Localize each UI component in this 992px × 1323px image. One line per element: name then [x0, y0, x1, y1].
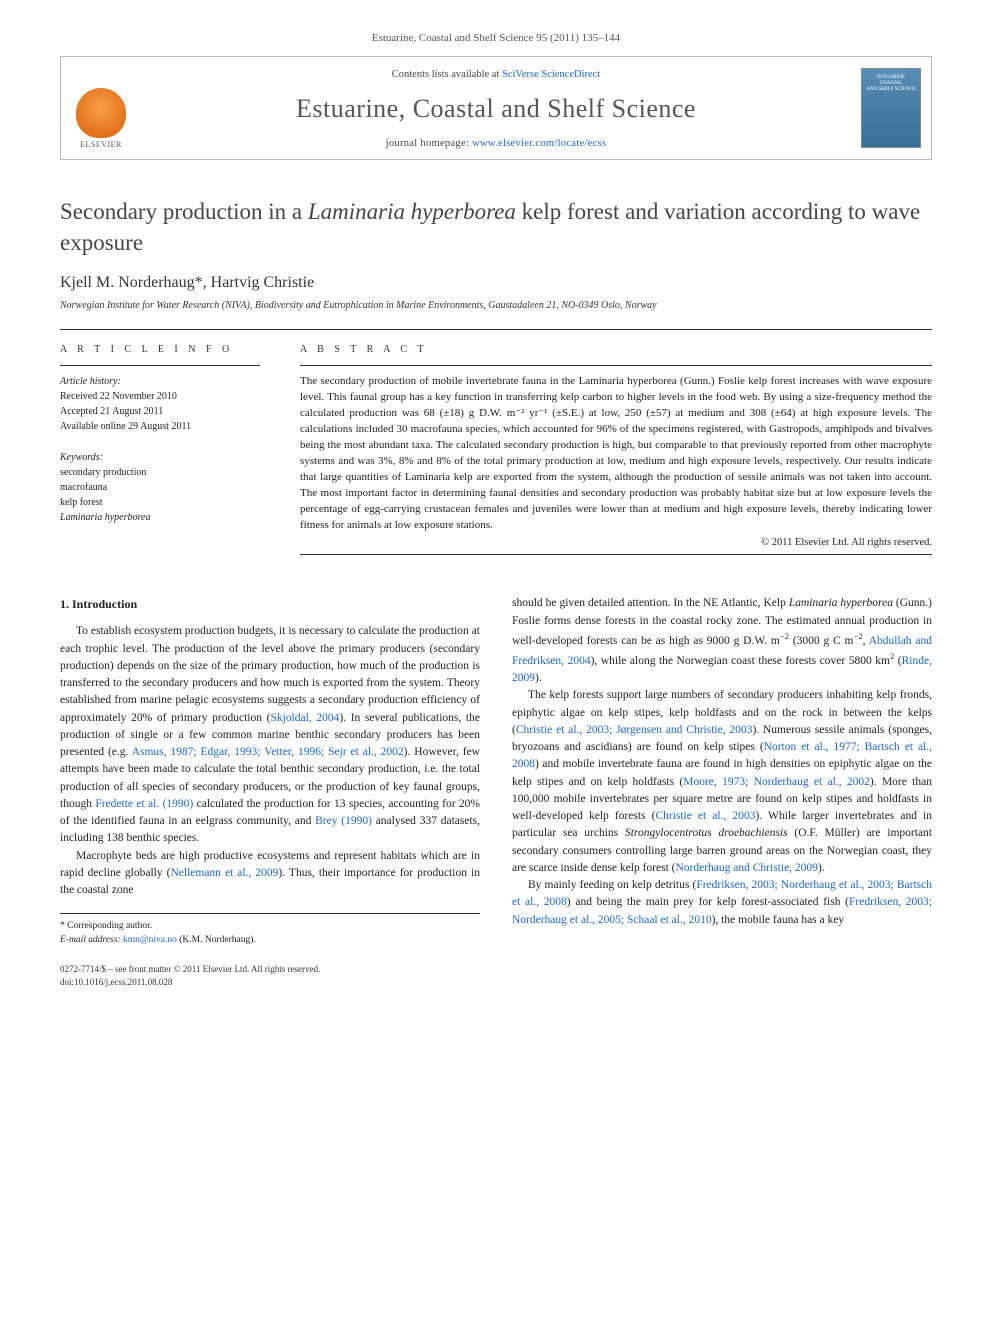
- paragraph: By mainly feeding on kelp detritus (Fred…: [512, 877, 932, 929]
- article-title: Secondary production in a Laminaria hype…: [60, 196, 932, 258]
- email-line: E-mail address: kmn@niva.no (K.M. Norder…: [60, 934, 480, 947]
- elsevier-logo: ELSEVIER: [71, 79, 131, 149]
- article-info-col: A R T I C L E I N F O Article history: R…: [60, 330, 260, 555]
- paragraph: should be given detailed attention. In t…: [512, 595, 932, 687]
- paragraph: The kelp forests support large numbers o…: [512, 687, 932, 877]
- title-pre: Secondary production in a: [60, 199, 308, 224]
- keyword-species: Laminaria hyperborea: [60, 512, 150, 523]
- divider-abstract-bottom: [300, 554, 932, 555]
- journal-title: Estuarine, Coastal and Shelf Science: [141, 94, 851, 124]
- citation-link[interactable]: Skjoldal, 2004: [270, 712, 339, 724]
- keywords-list: secondary production macrofauna kelp for…: [60, 465, 260, 525]
- authors: Kjell M. Norderhaug*, Hartvig Christie: [60, 274, 932, 292]
- citation-link[interactable]: Moore, 1973; Norderhaug et al., 2002: [683, 776, 870, 788]
- cover-text-3: AND SHELF SCIENCE: [866, 87, 915, 93]
- homepage-link[interactable]: www.elsevier.com/locate/ecss: [472, 138, 606, 149]
- citation-link[interactable]: Norderhaug and Christie, 2009: [675, 862, 817, 874]
- affiliation: Norwegian Institute for Water Research (…: [60, 300, 932, 311]
- keyword: secondary production: [60, 467, 146, 478]
- divider-info: [60, 365, 260, 366]
- sciencedirect-link[interactable]: SciVerse ScienceDirect: [502, 69, 600, 80]
- paragraph: Macrophyte beds are high productive ecos…: [60, 848, 480, 900]
- contents-prefix: Contents lists available at: [392, 69, 502, 80]
- corresponding-author: * Corresponding author.: [60, 920, 480, 933]
- copyright-line: © 2011 Elsevier Ltd. All rights reserved…: [300, 537, 932, 548]
- abstract-label: A B S T R A C T: [300, 344, 932, 355]
- title-species: Laminaria hyperborea: [308, 199, 516, 224]
- article-info-label: A R T I C L E I N F O: [60, 344, 260, 355]
- citation-link[interactable]: Brey (1990): [315, 815, 372, 827]
- contents-line: Contents lists available at SciVerse Sci…: [141, 69, 851, 80]
- divider-abstract: [300, 365, 932, 366]
- citation-link[interactable]: Christie et al., 2003; Jørgensen and Chr…: [516, 724, 753, 736]
- homepage-prefix: journal homepage:: [386, 138, 472, 149]
- homepage-line: journal homepage: www.elsevier.com/locat…: [141, 138, 851, 149]
- article-history: Article history: Received 22 November 20…: [60, 374, 260, 434]
- body-columns: 1. Introduction To establish ecosystem p…: [60, 595, 932, 947]
- email-suffix: (K.M. Norderhaug).: [177, 935, 256, 945]
- history-accepted: Accepted 21 August 2011: [60, 406, 163, 417]
- bottom-info: 0272-7714/$ – see front matter © 2011 El…: [60, 963, 932, 988]
- citation-link[interactable]: Fredriksen, 2003; Norderhaug et al., 200…: [512, 896, 932, 925]
- publisher-name: ELSEVIER: [80, 140, 122, 149]
- journal-header: ELSEVIER Contents lists available at Sci…: [60, 56, 932, 160]
- history-received: Received 22 November 2010: [60, 391, 177, 402]
- cover-col: ESTUARINE COASTAL AND SHELF SCIENCE: [851, 57, 931, 159]
- keyword: macrofauna: [60, 482, 107, 493]
- issn-line: 0272-7714/$ – see front matter © 2011 El…: [60, 963, 932, 976]
- elsevier-tree-icon: [76, 88, 126, 138]
- publisher-logo-col: ELSEVIER: [61, 57, 141, 159]
- footnote-block: * Corresponding author. E-mail address: …: [60, 913, 480, 947]
- doi-line: doi:10.1016/j.ecss.2011.08.028: [60, 976, 932, 989]
- keywords-block: Keywords: secondary production macrofaun…: [60, 450, 260, 525]
- history-heading: Article history:: [60, 376, 121, 387]
- keywords-heading: Keywords:: [60, 452, 103, 463]
- section-1-heading: 1. Introduction: [60, 595, 480, 613]
- header-center: Contents lists available at SciVerse Sci…: [141, 57, 851, 159]
- citation-link[interactable]: Christie et al., 2003: [655, 810, 755, 822]
- citation-link[interactable]: Nellemann et al., 2009: [170, 867, 278, 879]
- citation-link[interactable]: Fredette et al. (1990): [95, 798, 193, 810]
- journal-cover-thumbnail: ESTUARINE COASTAL AND SHELF SCIENCE: [861, 68, 921, 148]
- email-link[interactable]: kmn@niva.no: [123, 935, 177, 945]
- paragraph: To establish ecosystem production budget…: [60, 623, 480, 847]
- abstract-text: The secondary production of mobile inver…: [300, 374, 932, 533]
- meta-abstract-row: A R T I C L E I N F O Article history: R…: [60, 330, 932, 555]
- abstract-col: A B S T R A C T The secondary production…: [300, 330, 932, 555]
- keyword: kelp forest: [60, 497, 103, 508]
- citation-link[interactable]: Asmus, 1987; Edgar, 1993; Vetter, 1996; …: [132, 746, 404, 758]
- email-label: E-mail address:: [60, 935, 123, 945]
- citation-line: Estuarine, Coastal and Shelf Science 95 …: [60, 32, 932, 44]
- history-online: Available online 29 August 2011: [60, 421, 191, 432]
- citation-link[interactable]: Norton et al., 1977; Bartsch et al., 200…: [512, 741, 932, 770]
- citation-link[interactable]: Abdullah and Fredriksen, 2004: [512, 635, 932, 667]
